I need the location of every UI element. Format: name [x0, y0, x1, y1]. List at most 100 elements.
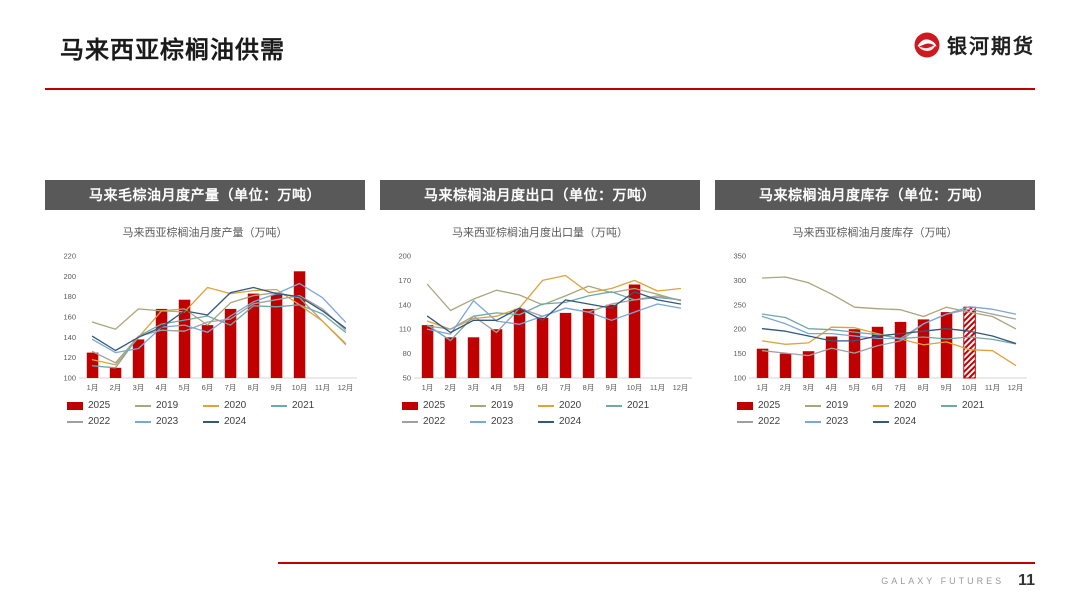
svg-text:150: 150 — [733, 349, 746, 358]
production-chart: 100 120 140 160 180 200 220 1月 2月 3月 4月 5月 6月 7月 8月 9月 1… — [63, 252, 357, 392]
production-chart-title: 马来西亚棕榈油月度产量（万吨） — [122, 227, 288, 239]
legend-label: 2024 — [224, 416, 247, 427]
export-panel: 马来棕榈油月度出口（单位：万吨） 马来西亚棕榈油月度出口量（万吨） 50 80 11… — [380, 180, 700, 427]
legend-marker — [135, 420, 151, 423]
legend-marker — [203, 420, 219, 423]
export-panel-header: 马来棕榈油月度出口（单位：万吨） — [380, 180, 700, 210]
inventory-panel: 马来棕榈油月度库存（单位：万吨） 马来西亚棕榈油月度库存（万吨） 100 150 2… — [715, 180, 1035, 427]
svg-text:110: 110 — [399, 325, 411, 334]
legend-item-2024: 2024 — [538, 416, 606, 427]
svg-text:1月: 1月 — [757, 383, 769, 392]
legend-item-2023: 2023 — [135, 416, 203, 427]
legend-label: 2021 — [962, 400, 985, 411]
legend-label: 2025 — [88, 400, 111, 411]
inventory-chart-title: 马来西亚棕榈油月度库存（万吨） — [792, 227, 958, 239]
legend-label: 2019 — [491, 400, 514, 411]
svg-text:7月: 7月 — [560, 383, 572, 392]
legend-marker — [470, 404, 486, 407]
svg-text:10月: 10月 — [292, 383, 308, 392]
legend-item-2025: 2025 — [402, 400, 470, 411]
legend-item-2025: 2025 — [737, 400, 805, 411]
legend-marker — [737, 420, 753, 423]
svg-text:9月: 9月 — [606, 383, 618, 392]
legend-item-2021: 2021 — [606, 400, 674, 411]
svg-text:5月: 5月 — [179, 383, 191, 392]
inventory-legend: 2025 2019 2020 2021 2022 2023 2024 — [715, 400, 1035, 427]
svg-text:100: 100 — [733, 374, 746, 383]
galaxy-logo-icon — [914, 32, 940, 57]
legend-label: 2024 — [559, 416, 582, 427]
inventory-panel-header: 马来棕榈油月度库存（单位：万吨） — [715, 180, 1035, 210]
legend-item-2022: 2022 — [737, 416, 805, 427]
svg-text:9月: 9月 — [271, 383, 283, 392]
legend-label: 2021 — [627, 400, 650, 411]
svg-text:2月: 2月 — [110, 383, 122, 392]
svg-text:8月: 8月 — [918, 383, 930, 392]
legend-label: 2022 — [88, 416, 111, 427]
svg-text:4月: 4月 — [826, 383, 838, 392]
svg-text:10月: 10月 — [962, 383, 978, 392]
legend-marker — [67, 420, 83, 423]
legend-label: 2020 — [559, 400, 582, 411]
svg-text:80: 80 — [403, 349, 411, 358]
svg-text:3月: 3月 — [468, 383, 480, 392]
logo-text: 银河期货 — [947, 36, 1035, 58]
inventory-chart: 100 150 200 250 300 350 1月 2月 3月 4月 5月 6月 7月 8月 9月 10月 1… — [733, 252, 1027, 392]
svg-text:350: 350 — [733, 252, 746, 261]
svg-text:6月: 6月 — [537, 383, 549, 392]
legend-marker — [805, 420, 821, 423]
legend-marker — [737, 401, 753, 410]
svg-text:1月: 1月 — [422, 383, 434, 392]
legend-marker — [873, 404, 889, 407]
legend-item-2021: 2021 — [271, 400, 339, 411]
legend-item-2022: 2022 — [67, 416, 135, 427]
svg-text:140: 140 — [63, 333, 76, 342]
svg-text:9月: 9月 — [941, 383, 953, 392]
page-number: 11 — [1018, 572, 1035, 589]
production-panel-header: 马来毛棕油月度产量（单位：万吨） — [45, 180, 365, 210]
legend-marker — [271, 404, 287, 407]
legend-marker — [470, 420, 486, 423]
svg-text:11月: 11月 — [650, 383, 665, 392]
svg-text:250: 250 — [733, 300, 746, 309]
footer-rule — [278, 562, 1035, 564]
svg-text:6月: 6月 — [872, 383, 884, 392]
svg-text:4月: 4月 — [156, 383, 168, 392]
page-title: 马来西亚棕榈油供需 — [60, 37, 285, 64]
legend-label: 2020 — [894, 400, 917, 411]
svg-text:6月: 6月 — [202, 383, 214, 392]
export-chart-title: 马来西亚棕榈油月度出口量（万吨） — [452, 227, 628, 239]
legend-item-2020: 2020 — [203, 400, 271, 411]
legend-item-2024: 2024 — [873, 416, 941, 427]
legend-label: 2019 — [826, 400, 849, 411]
legend-marker — [67, 401, 83, 410]
legend-item-2025: 2025 — [67, 400, 135, 411]
svg-text:4月: 4月 — [491, 383, 503, 392]
svg-text:140: 140 — [398, 300, 411, 309]
legend-item-2020: 2020 — [873, 400, 941, 411]
legend-item-2023: 2023 — [470, 416, 538, 427]
export-legend: 2025 2019 2020 2021 2022 2023 2024 — [380, 400, 700, 427]
svg-text:11月: 11月 — [315, 383, 330, 392]
legend-label: 2020 — [224, 400, 247, 411]
svg-text:200: 200 — [733, 325, 746, 334]
svg-text:7月: 7月 — [225, 383, 237, 392]
legend-item-2023: 2023 — [805, 416, 873, 427]
svg-text:220: 220 — [63, 252, 76, 261]
legend-marker — [402, 401, 418, 410]
svg-text:160: 160 — [63, 313, 76, 322]
legend-marker — [135, 404, 151, 407]
legend-label: 2025 — [423, 400, 446, 411]
svg-text:200: 200 — [398, 252, 411, 261]
svg-text:12月: 12月 — [673, 383, 689, 392]
legend-item-2020: 2020 — [538, 400, 606, 411]
svg-text:2月: 2月 — [445, 383, 457, 392]
legend-label: 2022 — [423, 416, 446, 427]
svg-text:7月: 7月 — [895, 383, 907, 392]
legend-marker — [538, 404, 554, 407]
svg-text:2月: 2月 — [780, 383, 792, 392]
legend-marker — [203, 404, 219, 407]
legend-label: 2023 — [491, 416, 514, 427]
legend-label: 2019 — [156, 400, 179, 411]
legend-marker — [538, 420, 554, 423]
